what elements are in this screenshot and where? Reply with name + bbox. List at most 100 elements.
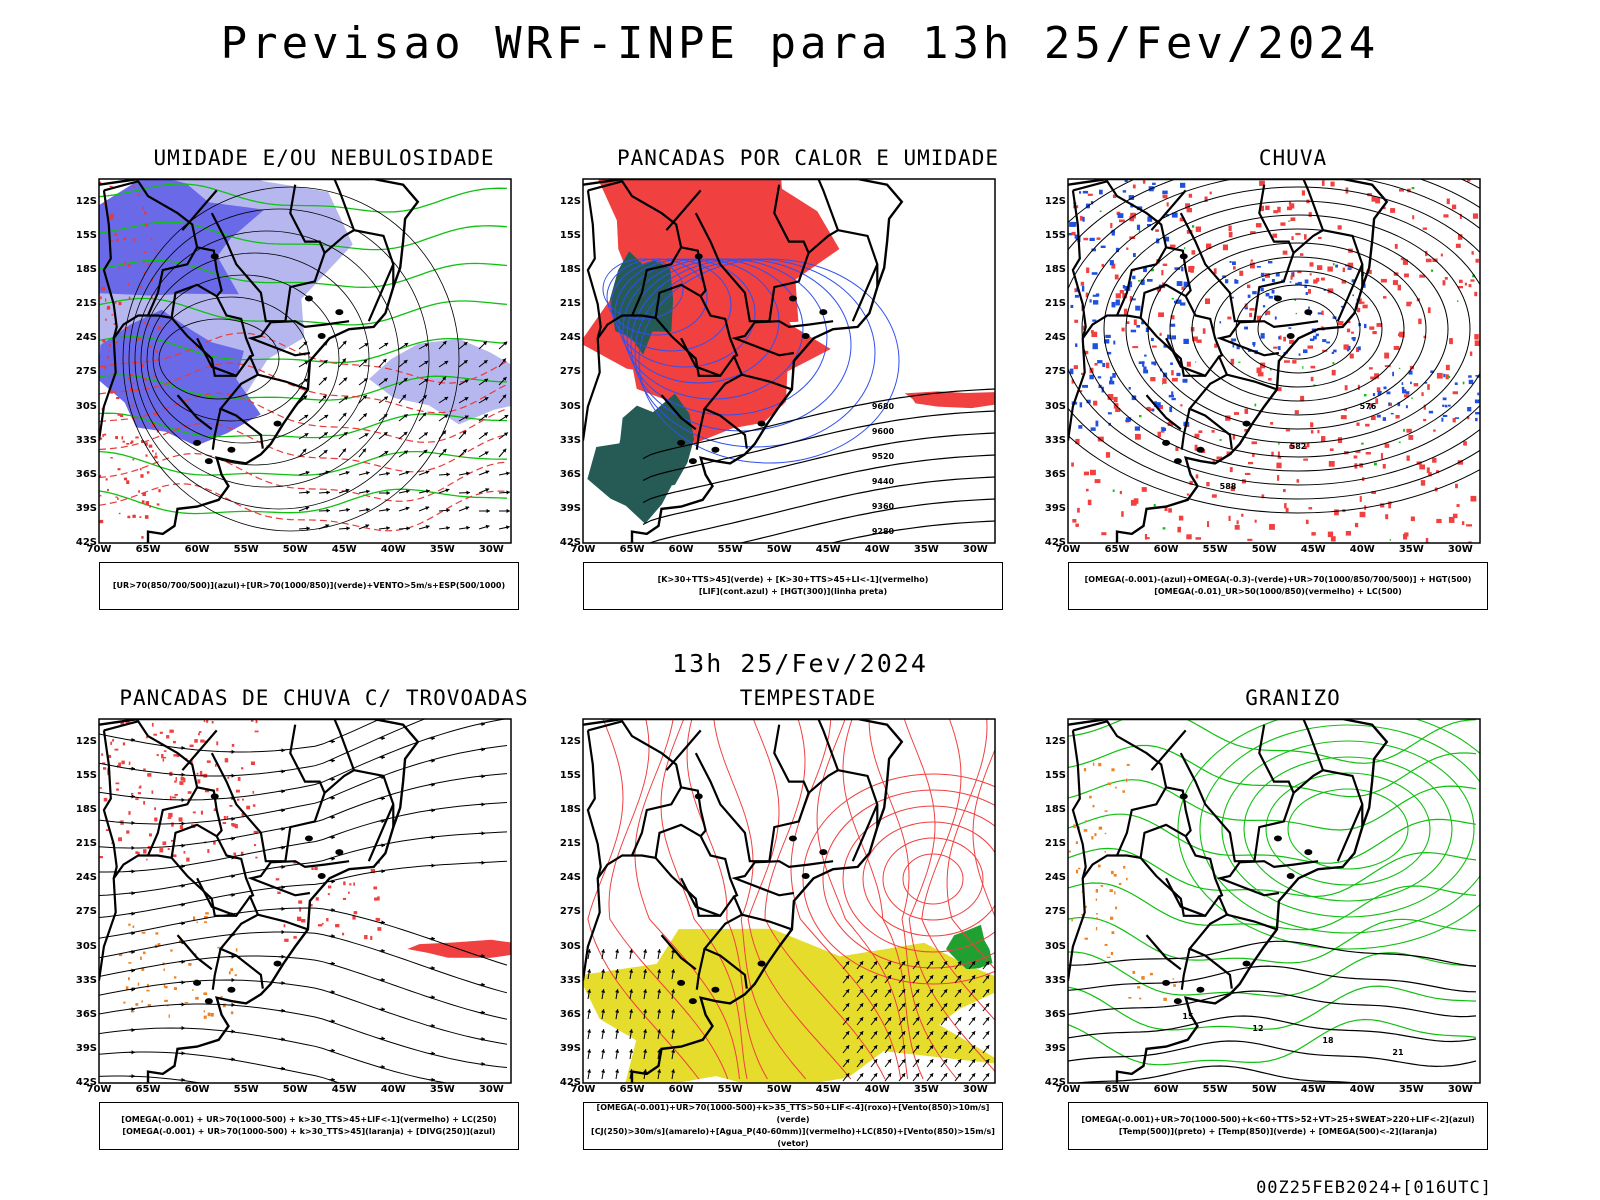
- lake: [1286, 332, 1295, 339]
- border-line: [1302, 719, 1325, 771]
- border-line: [1150, 729, 1187, 771]
- border-line: [99, 190, 118, 441]
- border-line: [247, 320, 350, 357]
- lat-label: 21S: [1044, 298, 1066, 310]
- lon-label: 40W: [380, 544, 406, 555]
- border-line: [665, 729, 702, 771]
- map-layer: [583, 719, 995, 1083]
- panel-granizo: GRANIZO [OMEGA(-0.001)+UR>70(1000-500)+k…: [1045, 686, 1533, 1178]
- border-line: [665, 189, 702, 231]
- lat-label: 24S: [75, 332, 97, 344]
- contour-label: 21: [1392, 1048, 1404, 1057]
- border-line: [196, 337, 237, 377]
- lake: [1273, 835, 1282, 842]
- border-line: [587, 180, 707, 297]
- border-line: [215, 835, 264, 989]
- border-line: [181, 729, 218, 771]
- lon-label: 40W: [864, 1084, 890, 1095]
- lon-label: 70W: [86, 1084, 112, 1095]
- lon-label: 50W: [282, 544, 308, 555]
- border-line: [699, 295, 748, 449]
- map-frame: [1067, 718, 1481, 1084]
- lon-label: 45W: [331, 1084, 357, 1095]
- panel-title: PANCADAS DE CHUVA C/ TROVOADAS: [119, 686, 529, 710]
- lat-label: 15S: [75, 769, 97, 781]
- lat-label: 12S: [559, 195, 581, 207]
- lon-label: 55W: [1202, 1084, 1228, 1095]
- border-line: [1165, 877, 1206, 917]
- lat-label: 24S: [559, 332, 581, 344]
- map-svg: 588 582 576: [1067, 178, 1481, 544]
- border-line: [333, 719, 356, 771]
- lat-label: 12S: [75, 195, 97, 207]
- border-line: [1081, 283, 1187, 339]
- border-line: [1184, 295, 1233, 449]
- contour-label: 12: [1252, 1024, 1263, 1033]
- lon-label: 40W: [1349, 1084, 1375, 1095]
- lake: [317, 332, 326, 339]
- border-line: [181, 189, 218, 231]
- lon-label: 45W: [331, 544, 357, 555]
- border-line: [103, 720, 223, 837]
- border-line: [211, 948, 222, 990]
- lake: [227, 446, 236, 453]
- lat-label: 18S: [1044, 264, 1066, 275]
- panel-chuva: CHUVA [OMEGA(-0.001)-(azul)+OMEGA(-0.3)-…: [1045, 146, 1533, 638]
- contour-label: 582: [1290, 442, 1307, 451]
- lon-label: 65W: [619, 1084, 645, 1095]
- border-line: [660, 934, 697, 971]
- lat-label: 21S: [1044, 838, 1066, 850]
- lat-label: 30S: [75, 940, 97, 952]
- lon-label: 65W: [1104, 544, 1130, 555]
- border-line: [367, 803, 395, 862]
- coastline: [583, 179, 904, 543]
- lon-label: 45W: [815, 1084, 841, 1095]
- border-line: [1336, 803, 1364, 862]
- lon-label: 35W: [429, 544, 455, 555]
- lake: [1196, 446, 1205, 453]
- lat-label: 36S: [1044, 1008, 1066, 1020]
- lat-label: 30S: [559, 400, 581, 412]
- lon-label: 60W: [1153, 1084, 1179, 1095]
- legend-line-1: [OMEGA(-0.001) + UR>70(1000-500) + k>30_…: [121, 1115, 497, 1124]
- panel-trovoadas: PANCADAS DE CHUVA C/ TROVOADAS [OMEGA(-0…: [76, 686, 564, 1178]
- coastline: [99, 179, 420, 543]
- panel-legend: [OMEGA(-0.001)-(azul)+OMEGA(-0.3)-(verde…: [1068, 562, 1488, 610]
- lat-label: 27S: [75, 366, 97, 378]
- lake: [1173, 998, 1182, 1005]
- lat-label: 33S: [1044, 974, 1066, 986]
- lat-label: 30S: [1044, 940, 1066, 952]
- border-line: [323, 229, 395, 288]
- lake: [819, 309, 828, 316]
- contour-label: 576: [1360, 402, 1377, 411]
- contour-label: 9520: [872, 452, 895, 461]
- border-line: [1081, 823, 1187, 879]
- contour-label: 18: [1322, 1036, 1334, 1045]
- lat-label: 21S: [559, 838, 581, 850]
- border-line: [1302, 179, 1325, 231]
- lon-label: 65W: [135, 544, 161, 555]
- border-line: [146, 246, 199, 316]
- border-line: [680, 337, 721, 377]
- lon-label: 40W: [380, 1084, 406, 1095]
- lake: [1304, 849, 1313, 856]
- lon-label: 65W: [619, 544, 645, 555]
- lon-label: 45W: [1300, 544, 1326, 555]
- map-svg: 15 12 18 21: [1067, 718, 1481, 1084]
- lake: [694, 253, 703, 260]
- lake: [1196, 986, 1205, 993]
- lat-label: 39S: [75, 1042, 97, 1054]
- border-line: [1180, 948, 1191, 990]
- lake: [801, 332, 810, 339]
- border-line: [1068, 190, 1087, 441]
- map-layer: 588 582 576: [1068, 179, 1480, 543]
- lon-label: 30W: [962, 1084, 988, 1095]
- lon-label: 70W: [1055, 544, 1081, 555]
- legend-line-1: [OMEGA(-0.001)+UR>70(1000-500)+k>35_TTS>…: [596, 1103, 990, 1124]
- lake: [204, 458, 213, 465]
- legend-line-2: [OMEGA(-0.01)_UR>50(1000/850)(vermelho) …: [1154, 587, 1402, 596]
- lon-label: 55W: [233, 544, 259, 555]
- legend-line-1: [OMEGA(-0.001)-(azul)+OMEGA(-0.3)-(verde…: [1084, 575, 1472, 584]
- run-stamp: 00Z25FEB2024+[016UTC]: [1256, 1178, 1492, 1198]
- lake: [688, 998, 697, 1005]
